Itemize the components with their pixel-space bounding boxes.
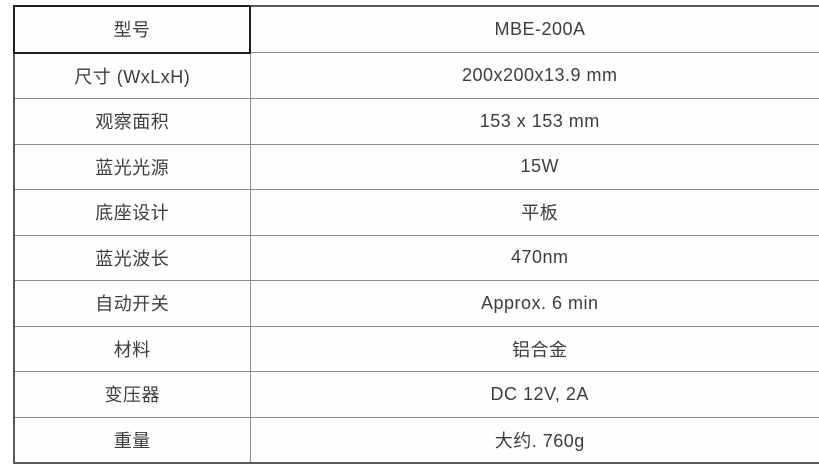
spec-value-blue-light-wavelength: 470nm [249,234,819,281]
table-row: 尺寸 (WxLxH) 200x200x13.9 mm [13,52,819,99]
spec-table: 型号 MBE-200A 尺寸 (WxLxH) 200x200x13.9 mm 观… [13,5,819,464]
spec-label-viewing-area: 观察面积 [13,98,251,145]
spec-value-blue-light-source: 15W [249,143,819,190]
table-row: 观察面积 153 x 153 mm [13,98,819,145]
spec-sheet: 型号 MBE-200A 尺寸 (WxLxH) 200x200x13.9 mm 观… [13,5,819,464]
spec-label-weight: 重量 [13,416,251,464]
table-row: 蓝光波长 470nm [13,234,819,281]
spec-label-dimensions: 尺寸 (WxLxH) [13,52,251,99]
spec-value-model: MBE-200A [249,5,819,53]
table-row: 蓝光光源 15W [13,143,819,190]
table-row: 底座设计 平板 [13,189,819,236]
spec-value-transformer: DC 12V, 2A [249,371,819,418]
table-row: 变压器 DC 12V, 2A [13,371,819,418]
spec-label-base-design: 底座设计 [13,189,251,236]
spec-label-model: 型号 [13,5,251,54]
spec-value-dimensions: 200x200x13.9 mm [249,52,819,99]
table-row: 型号 MBE-200A [13,5,819,54]
spec-label-transformer: 变压器 [13,371,251,418]
spec-label-blue-light-wavelength: 蓝光波长 [13,234,251,281]
spec-label-material: 材料 [13,325,251,372]
spec-value-base-design: 平板 [249,189,819,236]
spec-label-auto-switch: 自动开关 [13,280,251,327]
spec-value-viewing-area: 153 x 153 mm [249,98,819,145]
table-row: 自动开关 Approx. 6 min [13,280,819,327]
spec-value-weight: 大约. 760g [249,416,819,464]
spec-label-blue-light-source: 蓝光光源 [13,143,251,190]
table-row: 材料 铝合金 [13,325,819,372]
spec-value-auto-switch: Approx. 6 min [249,280,819,327]
table-row: 重量 大约. 760g [13,416,819,464]
spec-value-material: 铝合金 [249,325,819,372]
